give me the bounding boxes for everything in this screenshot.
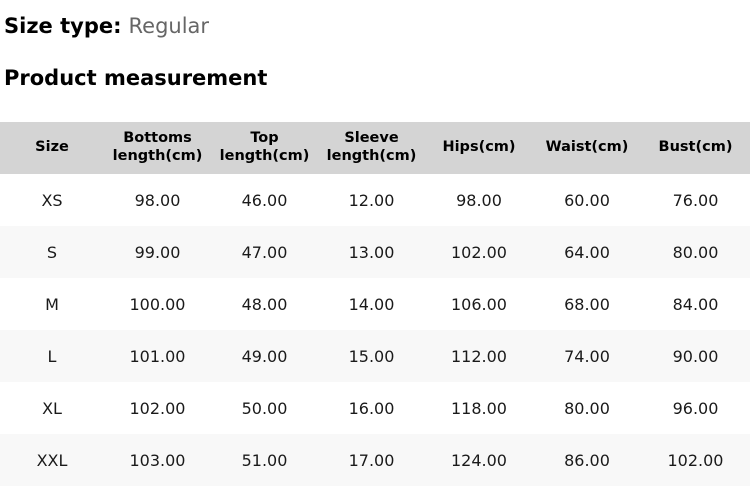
cell-sleeve-length: 17.00: [348, 450, 395, 470]
table-header-row: Size Bottoms length(cm) Top length(cm) S…: [0, 122, 750, 174]
cell-size: XL: [42, 398, 62, 418]
cell-hips: 112.00: [451, 346, 507, 366]
cell-bust: 84.00: [672, 294, 719, 314]
cell-bust: 96.00: [672, 398, 719, 418]
product-measurement-table: Size Bottoms length(cm) Top length(cm) S…: [0, 122, 750, 486]
cell-size: XXL: [36, 450, 68, 470]
column-header-size: Size: [35, 139, 69, 156]
size-type-value: Regular: [128, 13, 210, 38]
size-type-label: Size type:: [4, 13, 122, 38]
cell-waist: 86.00: [564, 450, 610, 470]
cell-top-length: 46.00: [241, 190, 288, 210]
cell-bottoms-length: 103.00: [129, 450, 186, 470]
column-header-bottoms-length: Bottoms length(cm): [112, 130, 203, 164]
cell-waist: 74.00: [564, 346, 610, 366]
column-header-waist: Waist(cm): [545, 139, 629, 156]
table-row: S 99.00 47.00 13.00 102.00 64.00 80.00: [0, 226, 750, 278]
cell-size: XS: [41, 190, 63, 210]
table-header: Size Bottoms length(cm) Top length(cm) S…: [0, 122, 750, 174]
cell-hips: 118.00: [451, 398, 507, 418]
cell-size: M: [45, 294, 59, 314]
cell-bottoms-length: 99.00: [134, 242, 181, 262]
cell-sleeve-length: 14.00: [348, 294, 395, 314]
column-header-top-length: Top length(cm): [219, 130, 310, 164]
cell-sleeve-length: 15.00: [348, 346, 395, 366]
cell-bottoms-length: 102.00: [129, 398, 186, 418]
column-header-hips: Hips(cm): [442, 139, 516, 156]
cell-bust: 90.00: [672, 346, 719, 366]
cell-sleeve-length: 12.00: [348, 190, 395, 210]
table-row: M 100.00 48.00 14.00 106.00 68.00 84.00: [0, 278, 750, 330]
cell-hips: 98.00: [456, 190, 502, 210]
cell-waist: 80.00: [564, 398, 610, 418]
cell-top-length: 51.00: [241, 450, 288, 470]
table-row: XL 102.00 50.00 16.00 118.00 80.00 96.00: [0, 382, 750, 434]
table-row: L 101.00 49.00 15.00 112.00 74.00 90.00: [0, 330, 750, 382]
cell-bust: 102.00: [667, 450, 724, 470]
cell-sleeve-length: 16.00: [348, 398, 395, 418]
cell-bottoms-length: 101.00: [129, 346, 186, 366]
cell-hips: 102.00: [451, 242, 507, 262]
cell-sleeve-length: 13.00: [348, 242, 395, 262]
cell-top-length: 48.00: [241, 294, 288, 314]
cell-waist: 68.00: [564, 294, 610, 314]
cell-hips: 124.00: [451, 450, 507, 470]
table-row: XS 98.00 46.00 12.00 98.00 60.00 76.00: [0, 174, 750, 226]
cell-waist: 60.00: [564, 190, 610, 210]
cell-bust: 76.00: [672, 190, 719, 210]
table-body: XS 98.00 46.00 12.00 98.00 60.00 76.00 S…: [0, 174, 750, 486]
cell-top-length: 49.00: [241, 346, 288, 366]
column-header-sleeve-length: Sleeve length(cm): [326, 130, 417, 164]
cell-top-length: 47.00: [241, 242, 288, 262]
page-title: Product measurement: [4, 65, 268, 90]
cell-bottoms-length: 98.00: [134, 190, 181, 210]
column-header-bust: Bust(cm): [658, 139, 733, 156]
cell-size: L: [47, 346, 57, 366]
cell-size: S: [46, 242, 58, 262]
table-row: XXL 103.00 51.00 17.00 124.00 86.00 102.…: [0, 434, 750, 486]
size-type-row: Size type: Regular: [0, 0, 750, 52]
cell-bottoms-length: 100.00: [129, 294, 186, 314]
cell-hips: 106.00: [451, 294, 507, 314]
cell-top-length: 50.00: [241, 398, 288, 418]
cell-waist: 64.00: [564, 242, 610, 262]
cell-bust: 80.00: [672, 242, 719, 262]
